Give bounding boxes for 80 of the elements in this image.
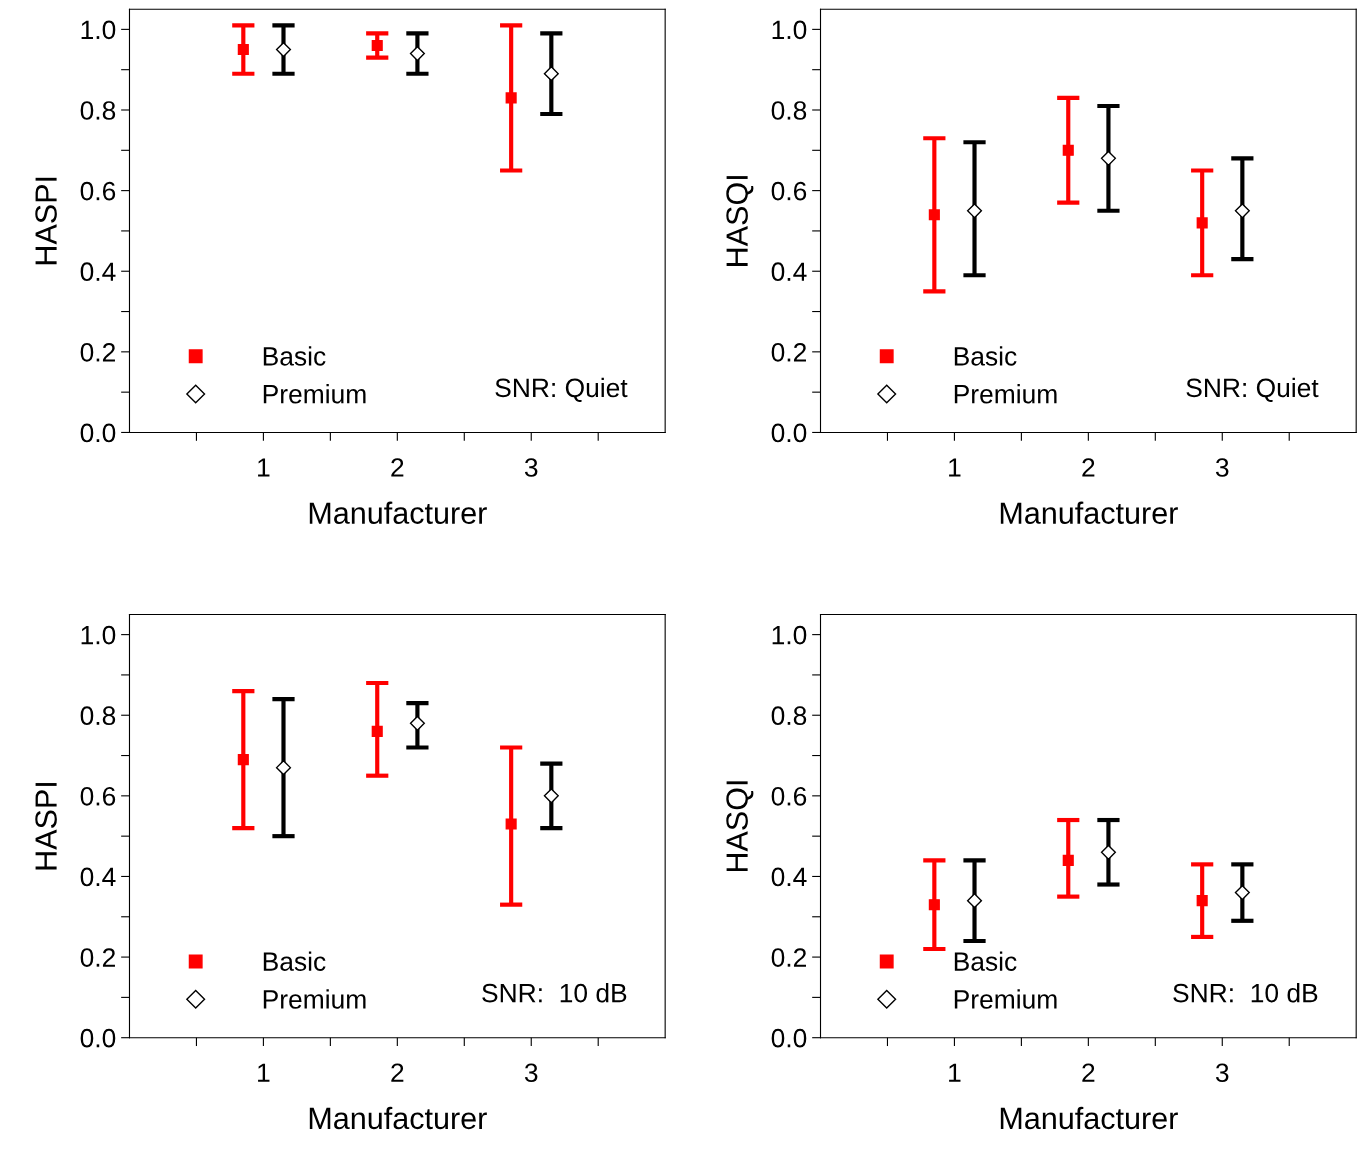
point: [543, 788, 559, 804]
x-tick-label: 1: [258, 1063, 270, 1082]
x-axis-title: Manufacturer: [1000, 501, 1178, 524]
y-tick-label: 0.2: [771, 948, 806, 967]
y-tick-label: 0.6: [771, 181, 807, 201]
point: [1196, 217, 1208, 229]
x-tick-label: 1: [258, 458, 270, 477]
x-tick-label: 2: [1082, 458, 1095, 477]
annotation: SNR: 10 dB: [1173, 983, 1318, 1003]
y-tick-label: 0.2: [80, 342, 115, 362]
legend-label: Premium: [263, 989, 366, 1009]
point: [371, 725, 383, 737]
annotation: SNR: Quiet: [495, 377, 628, 402]
legend-label: Basic: [263, 951, 326, 971]
y-tick-label: 0.2: [771, 342, 806, 362]
point: [371, 39, 383, 52]
legend-label: Basic: [954, 346, 1017, 366]
y-tick-label: 0.4: [80, 867, 116, 887]
point: [966, 893, 983, 909]
annotation: SNR: 10 dB: [482, 983, 627, 1003]
y-tick-label: 0.6: [80, 181, 116, 201]
x-tick-label: 3: [1215, 1063, 1229, 1083]
point: [1100, 844, 1117, 860]
x-tick-label: 2: [391, 1063, 404, 1082]
point: [409, 45, 425, 62]
y-tick-label: 0.6: [80, 786, 116, 806]
point: [1100, 150, 1117, 166]
y-tick-label: 0.4: [771, 867, 807, 887]
y-tick-label: 0.2: [80, 948, 115, 967]
y-tick-label: 0.0: [771, 423, 807, 443]
legend-label: Basic: [954, 951, 1017, 971]
x-tick-label: 3: [1215, 458, 1229, 477]
point: [1062, 144, 1074, 156]
point: [1062, 854, 1074, 866]
point: [237, 43, 249, 56]
legend-label: Basic: [263, 346, 326, 366]
x-axis-title: Manufacturer: [1000, 1106, 1178, 1130]
y-tick-label: 0.8: [771, 101, 807, 120]
y-tick-label: 0.8: [80, 101, 116, 120]
y-axis-title: HASPI: [35, 783, 57, 870]
y-tick-label: 1.0: [772, 20, 807, 40]
x-tick-label: 1: [949, 1063, 961, 1082]
y-tick-label: 1.0: [81, 625, 116, 645]
point: [505, 92, 517, 104]
point: [237, 754, 249, 766]
point: [543, 66, 559, 82]
point: [1196, 895, 1208, 907]
annotation: SNR: Quiet: [1186, 377, 1319, 402]
x-tick-label: 2: [1082, 1063, 1095, 1082]
x-tick-label: 3: [524, 1063, 538, 1083]
legend-label: Premium: [954, 384, 1057, 404]
y-axis-title: HASQI: [726, 781, 754, 872]
point: [505, 818, 517, 830]
y-tick-label: 0.8: [80, 706, 116, 726]
y-tick-label: 1.0: [772, 625, 807, 645]
y-tick-label: 0.4: [771, 262, 807, 282]
point: [928, 209, 940, 221]
x-tick-label: 3: [524, 458, 538, 477]
y-tick-label: 0.8: [771, 706, 807, 726]
x-tick-label: 1: [949, 458, 961, 477]
point: [1234, 203, 1250, 219]
y-tick-label: 1.0: [81, 20, 116, 40]
y-tick-label: 0.0: [80, 423, 116, 443]
y-tick-label: 0.0: [80, 1028, 116, 1048]
point: [1234, 885, 1250, 901]
y-tick-label: 0.6: [771, 786, 807, 806]
point: [966, 203, 983, 219]
x-axis-title: Manufacturer: [309, 501, 487, 524]
point: [928, 899, 940, 911]
x-axis-title: Manufacturer: [309, 1106, 487, 1130]
y-tick-label: 0.4: [80, 262, 116, 282]
y-axis-title: HASPI: [35, 177, 57, 265]
y-axis-title: HASQI: [726, 176, 754, 266]
y-tick-label: 0.0: [771, 1028, 807, 1048]
point: [409, 715, 425, 731]
legend-label: Premium: [263, 384, 366, 404]
legend-label: Premium: [954, 989, 1057, 1009]
point: [275, 760, 292, 776]
x-tick-label: 2: [391, 458, 404, 477]
point: [275, 41, 292, 58]
